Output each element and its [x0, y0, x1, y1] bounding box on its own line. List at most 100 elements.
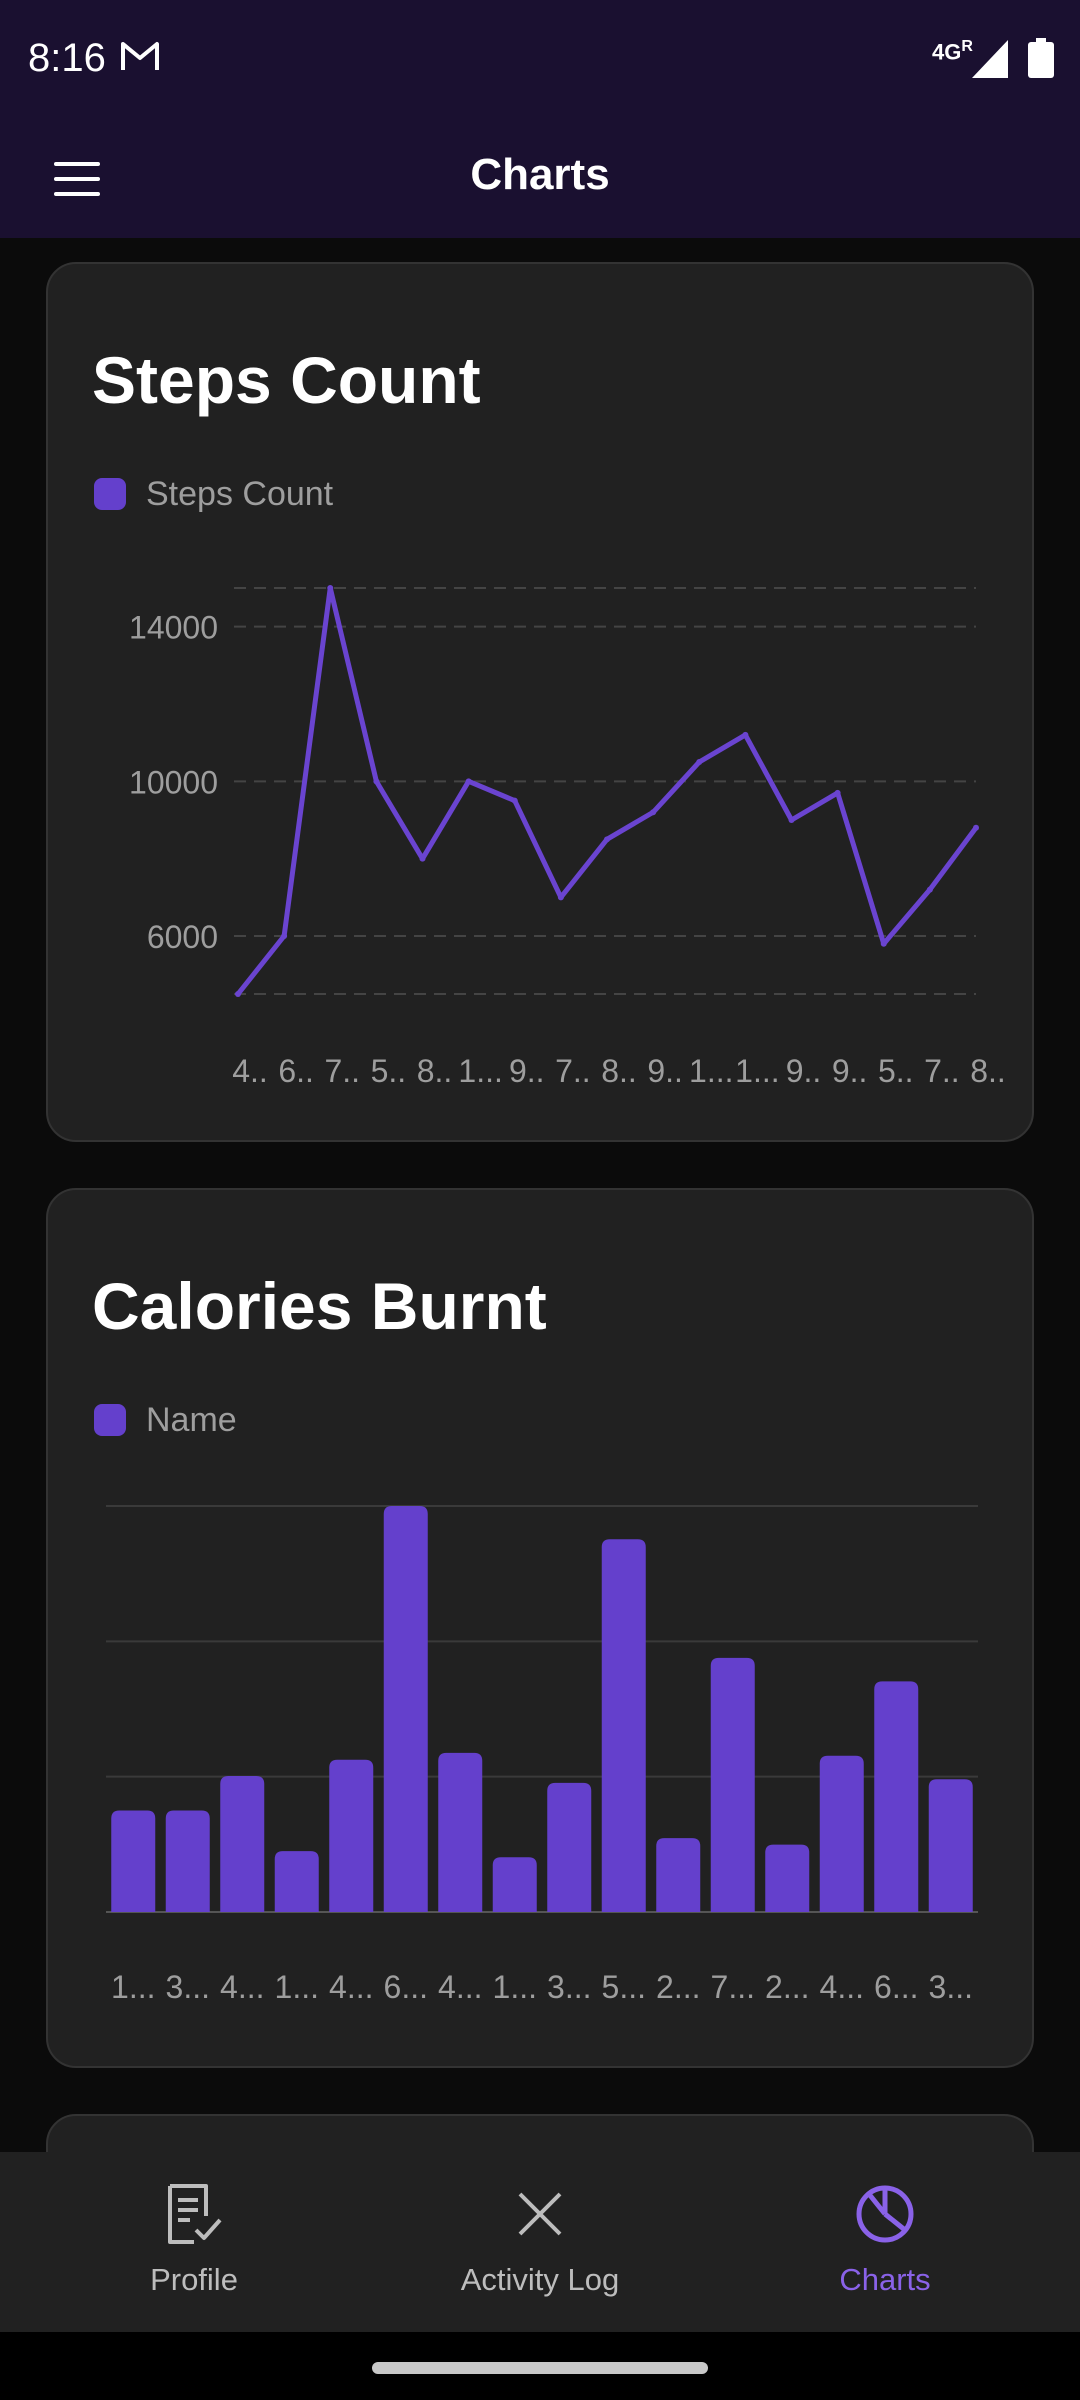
system-navigation-area [0, 2332, 1080, 2400]
bar [601, 1539, 646, 1912]
charts-content[interactable]: Steps Count Steps Count 14000 10000 6000 4.… [0, 238, 1080, 2152]
x-tick-label: 4... [220, 1969, 264, 2005]
nav-charts[interactable]: Charts [705, 2152, 1065, 2332]
bar [329, 1759, 374, 1912]
x-tick-label: 1... [735, 1053, 779, 1089]
calories-bar-chart: 1... 3... 4... 1... 4... 6... 4... 1... 3... 5...… [106, 1505, 978, 2005]
data-point [419, 855, 426, 862]
calories-burnt-card: Calories Burnt Name 1... 3... 4... 1... 4...… [46, 1188, 1034, 2068]
nav-label: Activity Log [460, 2262, 620, 2297]
bar [383, 1506, 428, 1912]
bar [928, 1779, 973, 1912]
y-tick-label: 6000 [147, 919, 218, 955]
nav-profile[interactable]: Profile [14, 2152, 374, 2332]
x-tick-label: 1... [458, 1053, 502, 1089]
x-tick-label: 8.. [970, 1053, 1006, 1089]
data-point [880, 940, 887, 947]
data-point [281, 933, 288, 939]
x-tick-label: 1... [689, 1053, 733, 1089]
nav-activity-log[interactable]: Activity Log [360, 2152, 720, 2332]
close-x-icon [518, 2192, 562, 2236]
bar [111, 1810, 156, 1912]
legend-label: Steps Count [146, 474, 334, 513]
bar [547, 1782, 592, 1912]
x-tick-label: 1... [493, 1969, 537, 2005]
x-tick-label: 5... [602, 1969, 646, 2005]
card-title: Steps Count [92, 343, 481, 417]
pie-chart-icon [856, 2185, 914, 2243]
bar [819, 1755, 864, 1912]
bar [492, 1857, 537, 1912]
chart-legend[interactable]: Name [94, 1400, 237, 1440]
x-tick-label: 6.. [278, 1053, 314, 1089]
bar [165, 1810, 210, 1912]
card-title: Calories Burnt [92, 1269, 547, 1343]
status-time: 8:16 [28, 36, 106, 80]
bar [438, 1752, 483, 1912]
steps-count-card: Steps Count Steps Count 14000 10000 6000 4.… [46, 262, 1034, 1142]
x-tick-label: 5.. [371, 1053, 407, 1089]
status-bar: 8:16 4GR [0, 0, 1080, 120]
third-chart-card [46, 2114, 1034, 2152]
legend-swatch [94, 478, 126, 510]
nav-label: Profile [150, 2262, 238, 2297]
data-point [327, 585, 334, 591]
data-point [557, 894, 564, 901]
bar [220, 1775, 265, 1912]
x-tick-label: 9.. [509, 1053, 545, 1089]
series-line [236, 585, 979, 996]
home-indicator[interactable] [372, 2362, 708, 2374]
data-point [235, 991, 241, 997]
x-tick-label: 2... [765, 1969, 809, 2005]
data-point [650, 809, 657, 816]
x-tick-label: 5.. [878, 1053, 914, 1089]
x-tick-label: 9.. [647, 1053, 683, 1089]
hamburger-menu-icon[interactable] [50, 154, 104, 204]
page-title: Charts [470, 150, 610, 199]
x-tick-label: 9.. [832, 1053, 868, 1089]
x-tick-label: 3... [166, 1969, 210, 2005]
data-point [696, 759, 703, 765]
data-point [926, 886, 933, 893]
bar [874, 1681, 919, 1912]
bottom-navigation: Profile Activity Log Charts [0, 2152, 1080, 2332]
data-point [973, 824, 979, 831]
app-bar: Charts [0, 120, 1080, 238]
profile-document-icon [168, 2184, 222, 2244]
bar [765, 1844, 810, 1912]
nav-label: Charts [839, 2262, 931, 2297]
legend-swatch [94, 1404, 126, 1436]
x-tick-label: 6... [874, 1969, 918, 2005]
signal-icon [972, 40, 1008, 78]
chart-legend[interactable]: Steps Count [94, 474, 333, 514]
x-tick-label: 1... [275, 1969, 319, 2005]
x-tick-label: 8.. [601, 1053, 637, 1089]
battery-icon [1028, 38, 1054, 78]
x-tick-label: 3... [929, 1969, 973, 2005]
y-tick-label: 10000 [129, 764, 218, 800]
bar [656, 1838, 701, 1912]
bar [710, 1657, 755, 1912]
data-point [788, 817, 795, 823]
data-point [834, 789, 841, 796]
legend-label: Name [146, 1400, 237, 1439]
x-tick-label: 4... [820, 1969, 864, 2005]
x-tick-label: 8.. [417, 1053, 453, 1089]
roaming-indicator: R [961, 38, 973, 55]
x-tick-label: 2... [656, 1969, 700, 2005]
x-tick-label: 7.. [924, 1053, 960, 1089]
x-tick-label: 9.. [786, 1053, 822, 1089]
data-point [511, 797, 518, 804]
x-tick-label: 7... [711, 1969, 755, 2005]
x-tick-label: 1... [111, 1969, 155, 2005]
x-tick-label: 3... [547, 1969, 591, 2005]
x-tick-label: 4... [329, 1969, 373, 2005]
x-tick-label: 4... [438, 1969, 482, 2005]
x-tick-label: 7.. [324, 1053, 360, 1089]
bar [274, 1851, 319, 1912]
data-point [604, 836, 610, 843]
data-point [373, 778, 380, 785]
data-point [465, 778, 472, 785]
network-type: 4GR [932, 38, 973, 65]
